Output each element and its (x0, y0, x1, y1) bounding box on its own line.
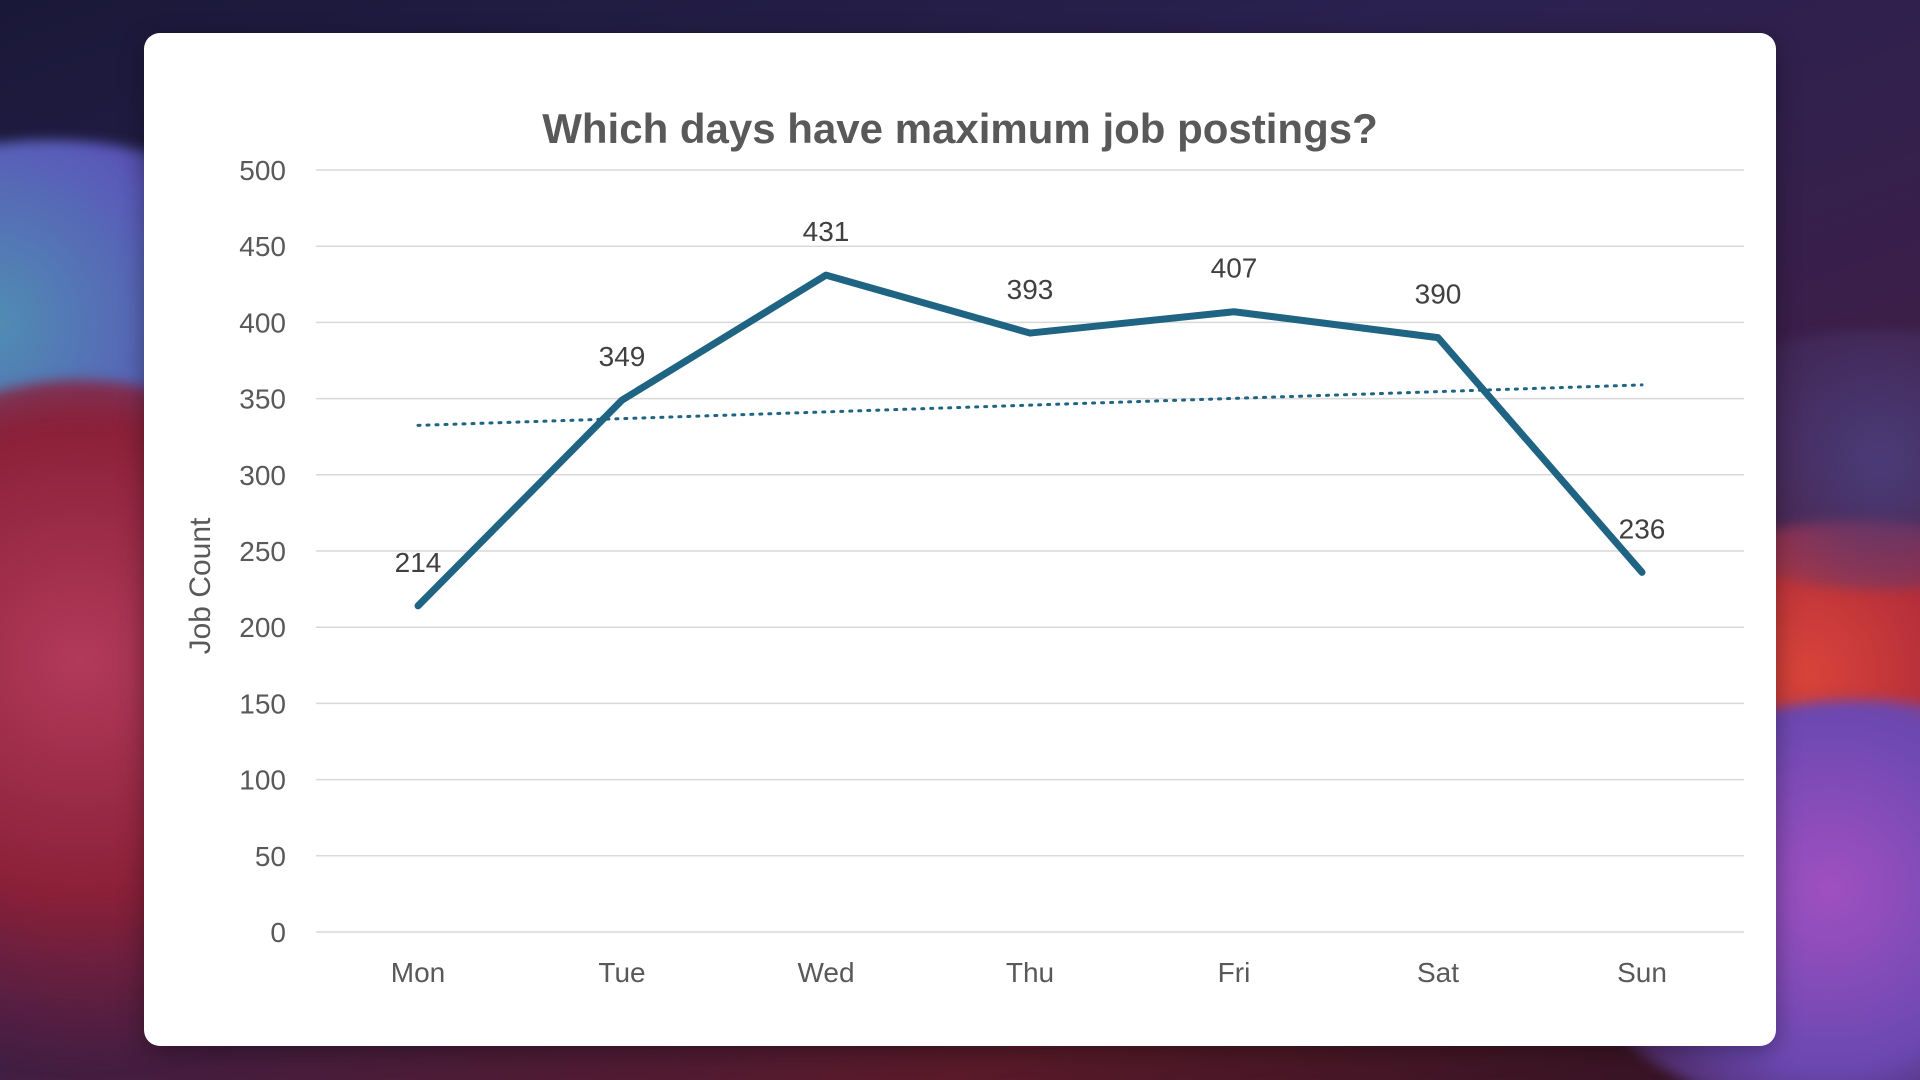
series-line (414, 271, 1646, 610)
y-tick-label: 0 (270, 917, 286, 948)
line-chart: 0 50 100 150 200 250 300 350 400 450 500 Mon Tue Wed… (184, 155, 1744, 988)
x-tick-label: Thu (1006, 957, 1054, 988)
y-tick-label: 50 (255, 841, 286, 872)
x-tick-label: Sat (1417, 957, 1459, 988)
data-label: 214 (395, 547, 442, 578)
y-tick-label: 300 (239, 460, 286, 491)
x-axis-ticks: Mon Tue Wed Thu Fri Sat Sun (391, 957, 1667, 988)
trendline-layer (416, 383, 1644, 427)
y-axis-ticks: 0 50 100 150 200 250 300 350 400 450 500 (239, 155, 286, 948)
y-tick-label: 150 (239, 688, 286, 719)
x-tick-label: Wed (797, 957, 854, 988)
data-label: 349 (599, 341, 646, 372)
y-tick-label: 100 (239, 765, 286, 796)
y-tick-label: 350 (239, 384, 286, 415)
data-label: 393 (1007, 274, 1054, 305)
gridlines (316, 169, 1744, 933)
series-layer (414, 271, 1646, 610)
data-label: 390 (1415, 279, 1462, 310)
chart-title: Which days have maximum job postings? (542, 105, 1378, 152)
x-tick-label: Mon (391, 957, 445, 988)
y-tick-label: 400 (239, 307, 286, 338)
data-label: 431 (803, 216, 850, 247)
chart-card: Which days have maximum job postings? 0 5… (144, 33, 1776, 1046)
y-tick-label: 450 (239, 231, 286, 262)
y-axis-title: Job Count (184, 517, 217, 654)
x-tick-label: Fri (1218, 957, 1251, 988)
x-tick-label: Sun (1617, 957, 1667, 988)
x-tick-label: Tue (598, 957, 645, 988)
data-label: 236 (1619, 513, 1666, 544)
data-label: 407 (1211, 253, 1258, 284)
trendline (416, 383, 1644, 427)
data-labels: 214 349 431 393 407 390 236 (395, 216, 1666, 578)
y-tick-label: 200 (239, 612, 286, 643)
y-tick-label: 500 (239, 155, 286, 186)
y-tick-label: 250 (239, 536, 286, 567)
